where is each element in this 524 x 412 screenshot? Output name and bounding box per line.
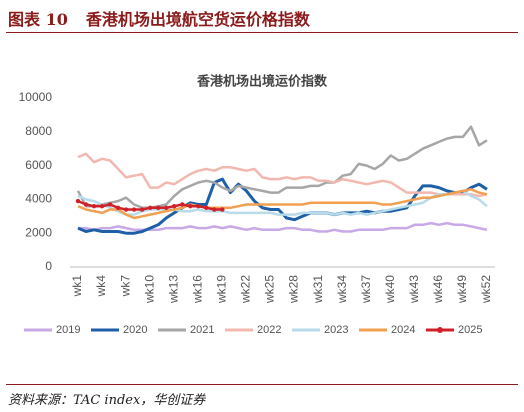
x-tick-label: wk10 bbox=[142, 275, 156, 304]
series-marker bbox=[147, 205, 153, 211]
x-tick-label: wk19 bbox=[215, 275, 229, 304]
x-tick-label: wk37 bbox=[359, 275, 373, 304]
x-tick-label: wk22 bbox=[239, 275, 253, 304]
series-marker bbox=[83, 202, 89, 207]
x-tick-label: wk40 bbox=[383, 275, 397, 304]
x-tick-label: wk46 bbox=[431, 275, 445, 304]
legend-label: 2021 bbox=[190, 324, 214, 336]
x-tick-label: wk13 bbox=[166, 275, 180, 304]
series-line bbox=[77, 189, 488, 216]
series-marker bbox=[172, 203, 177, 209]
legend-label: 2024 bbox=[391, 324, 415, 336]
series-line bbox=[78, 221, 488, 233]
x-tick-label: wk49 bbox=[455, 275, 469, 304]
source: 资料来源：TAC index，华创证券 bbox=[8, 393, 206, 408]
series-marker bbox=[196, 203, 201, 209]
series-marker bbox=[123, 207, 129, 212]
x-tick-label: wk25 bbox=[263, 275, 277, 304]
y-tick-label: 4000 bbox=[25, 192, 52, 206]
x-tick-label: wk31 bbox=[311, 275, 325, 304]
header-rule bbox=[6, 32, 518, 33]
x-tick-label: wk52 bbox=[479, 275, 493, 304]
series-marker bbox=[131, 207, 137, 212]
x-tick-label: wk16 bbox=[190, 275, 204, 304]
x-tick-label: wk34 bbox=[335, 275, 349, 304]
series-marker bbox=[212, 207, 217, 212]
series-marker bbox=[99, 203, 105, 209]
y-tick-label: 8000 bbox=[25, 124, 52, 138]
series-marker bbox=[91, 203, 97, 209]
series-marker bbox=[107, 202, 113, 207]
source-rule bbox=[6, 384, 518, 385]
y-tick-label: 10000 bbox=[19, 90, 53, 104]
x-tick-label: wk1 bbox=[70, 275, 84, 298]
series-marker bbox=[180, 202, 185, 207]
y-tick-label: 6000 bbox=[25, 158, 52, 172]
series-marker bbox=[155, 205, 161, 211]
chart: 香港机场出境运价指数 0 2000 4000 6000 8000 10000 wk1 wk4 w… bbox=[19, 73, 495, 336]
legend-label: 2022 bbox=[257, 324, 281, 336]
series-marker bbox=[75, 198, 81, 204]
series-marker bbox=[139, 207, 145, 212]
x-tick-label: wk28 bbox=[287, 275, 301, 304]
y-tick-label: 2000 bbox=[25, 225, 52, 239]
x-tick-label: wk7 bbox=[118, 275, 132, 298]
figure-title: 香港机场出境航空货运价格指数 bbox=[85, 10, 310, 29]
legend-label: 2025 bbox=[458, 324, 482, 336]
series-marker bbox=[164, 205, 169, 211]
series-marker bbox=[115, 205, 121, 211]
series-marker bbox=[188, 203, 193, 209]
x-tick-label: wk4 bbox=[94, 275, 108, 298]
figure-label: 图表 10 bbox=[8, 10, 68, 29]
series-marker bbox=[220, 207, 225, 212]
series-marker bbox=[204, 205, 209, 211]
series-line bbox=[77, 152, 488, 198]
y-tick-label: 0 bbox=[45, 259, 52, 273]
legend-label: 2019 bbox=[56, 324, 80, 336]
legend-label: 2020 bbox=[123, 324, 147, 336]
chart-title: 香港机场出境运价指数 bbox=[196, 73, 328, 88]
series-line bbox=[76, 125, 488, 210]
figure-header: 图表 10 香港机场出境航空货运价格指数 bbox=[8, 6, 328, 30]
legend-marker bbox=[437, 327, 443, 333]
legend-label: 2023 bbox=[324, 324, 348, 336]
x-tick-label: wk43 bbox=[407, 275, 421, 304]
series-line bbox=[77, 188, 488, 220]
